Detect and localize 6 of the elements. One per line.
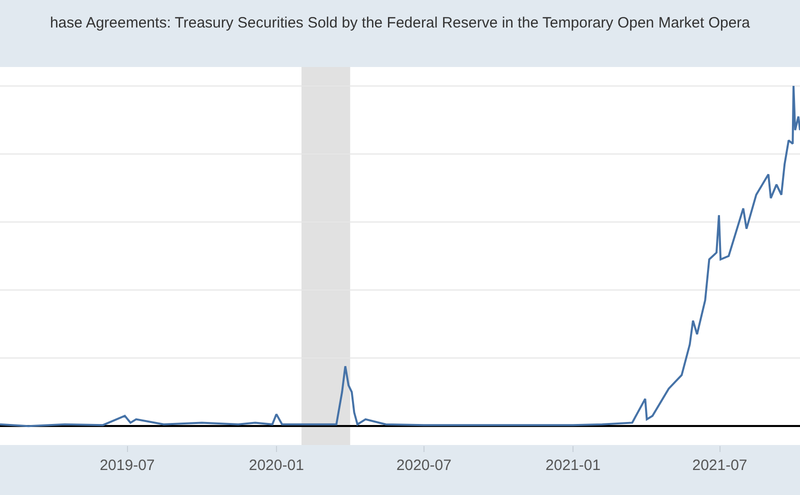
x-tick-label: 2021-07 — [692, 457, 748, 474]
chart-title: hase Agreements: Treasury Securities Sold by the Federal Reserve in the Temporary Open Market Opera — [50, 14, 751, 32]
x-tick-label: 2020-01 — [248, 457, 304, 474]
x-tick-label: 2020-07 — [396, 457, 452, 474]
x-tick-label: 2021-01 — [546, 457, 601, 474]
x-tick-label: 2019-07 — [100, 457, 155, 474]
